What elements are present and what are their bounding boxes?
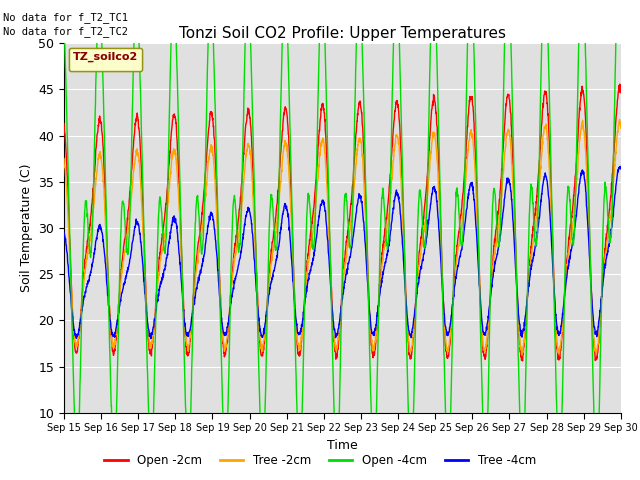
Text: No data for f_T2_TC1: No data for f_T2_TC1 (3, 12, 128, 23)
Y-axis label: Soil Temperature (C): Soil Temperature (C) (20, 164, 33, 292)
Text: No data for f_T2_TC2: No data for f_T2_TC2 (3, 26, 128, 37)
Title: Tonzi Soil CO2 Profile: Upper Temperatures: Tonzi Soil CO2 Profile: Upper Temperatur… (179, 25, 506, 41)
Legend: Open -2cm, Tree -2cm, Open -4cm, Tree -4cm: Open -2cm, Tree -2cm, Open -4cm, Tree -4… (99, 449, 541, 472)
Legend:  (69, 48, 142, 71)
X-axis label: Time: Time (327, 439, 358, 452)
